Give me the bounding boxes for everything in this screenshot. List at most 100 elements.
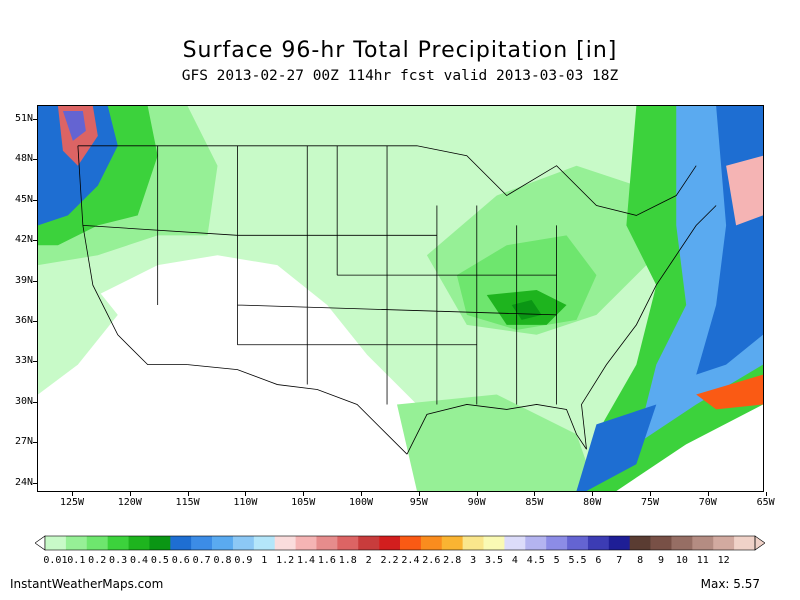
latitude-tick [33,240,37,242]
precip-region-east [726,155,763,226]
latitude-label: 36N [14,315,33,326]
colorbar-swatch [86,536,108,550]
latitude-label: 45N [14,193,33,205]
colorbar-label: 0.5 [150,555,169,566]
longitude-tick [303,492,305,496]
colorbar-swatch [671,536,693,550]
colorbar-label: 11 [696,555,709,566]
colorbar-swatch [232,536,255,550]
colorbar-label: 2 [365,555,372,566]
colorbar-swatch [567,536,589,550]
longitude-tick [245,492,247,496]
precip-region-east [576,404,657,491]
colorbar-swatch [149,536,171,550]
latitude-label: 24N [14,476,33,488]
colorbar-swatch [379,536,401,550]
precip-region-nw [38,106,118,226]
colorbar-swatch [692,536,714,550]
colorbar-label: 1.8 [338,555,357,566]
colorbar-swatch [420,536,443,550]
colorbar-swatch [191,536,213,550]
colorbar-label: 0.9 [234,555,253,566]
colorbar-swatch [212,536,234,550]
longitude-label: 80W [583,497,602,508]
us-mexico-border [187,364,408,455]
colorbar-swatch [107,536,129,550]
latitude-label: 42N [14,234,33,246]
longitude-tick [707,492,709,496]
latitude-tick [33,321,37,322]
longitude-label: 70W [698,497,717,508]
longitude-tick [418,492,420,496]
colorbar-swatch [400,536,422,550]
colorbar-label: 1 [261,555,268,566]
chart-title: Surface 96-hr Total Precipitation [in] [182,38,618,63]
longitude-tick [592,492,594,496]
latitude-label: 27N [14,436,33,448]
longitude-label: 120W [117,497,142,508]
precip-region-light [397,394,597,491]
colorbar-label: 0.3 [109,555,128,566]
colorbar-label: 3 [470,555,477,566]
longitude-label: 85W [525,497,544,508]
latitude-tick [33,280,37,282]
colorbar-border [44,535,756,551]
precip-region-east [696,374,763,410]
colorbar-label: 3.5 [484,555,503,566]
longitude-label: 75W [640,497,660,508]
colorbar-label: 8 [637,555,644,566]
political-borders [77,145,717,455]
colorbar-swatch [650,536,672,550]
colorbar-swatch [274,536,296,550]
longitude-label: 105W [291,497,316,508]
colorbar-swatch [713,536,735,550]
colorbar-label: 0.6 [171,555,190,566]
latitude-label: 48N [14,153,33,165]
colorbar-swatch [462,536,484,550]
chart-subtitle: GFS 2013-02-27 00Z 114hr fcst valid 2013… [181,68,619,84]
colorbar-label: 0.1 [67,555,86,566]
colorbar-swatch [295,536,317,550]
longitude-tick [476,492,478,496]
colorbar-swatch [65,536,88,550]
color-scale-bar [35,535,765,551]
site-credit: InstantWeatherMaps.com [10,577,164,591]
colorbar-swatch [546,536,568,550]
colorbar-label: 12 [717,555,730,566]
latitude-tick [33,119,37,120]
colorbar-label: 2.2 [380,555,399,566]
latitude-tick [33,442,37,444]
precip-region-nw [62,110,86,141]
latitude-label: 33N [14,355,33,367]
precipitation-map [37,105,764,492]
latitude-label: 51N [14,113,33,124]
longitude-tick [129,492,131,496]
latitude-tick [33,159,37,161]
colorbar-label: 0.8 [213,555,232,566]
longitude-tick [534,492,536,496]
colorbar-label: 0.01 [43,555,68,566]
longitude-tick [361,492,362,496]
colorbar-swatch [587,536,610,550]
colorbar-swatch [483,536,505,550]
map-canvas [38,106,763,491]
latitude-label: 39N [14,274,33,286]
colorbar-right-arrow [754,535,765,551]
longitude-label: 125W [59,497,85,508]
colorbar-left-arrow [35,535,46,551]
colorbar-swatch [170,536,192,550]
state-lines [82,145,557,405]
colorbar-label: 1.6 [317,555,336,566]
gulf-coast [406,404,587,455]
longitude-tick [187,492,189,496]
colorbar-label: 4 [511,555,518,566]
colorbar-swatch [128,536,150,550]
max-value: Max: 5.57 [700,577,760,591]
latitude-label: 30N [14,395,33,407]
latitude-tick [33,199,37,201]
longitude-tick [765,492,767,496]
longitude-label: 100W [348,497,374,508]
us-west-coast [77,145,188,366]
colorbar-label: 0.7 [192,555,211,566]
longitude-label: 115W [175,497,200,508]
